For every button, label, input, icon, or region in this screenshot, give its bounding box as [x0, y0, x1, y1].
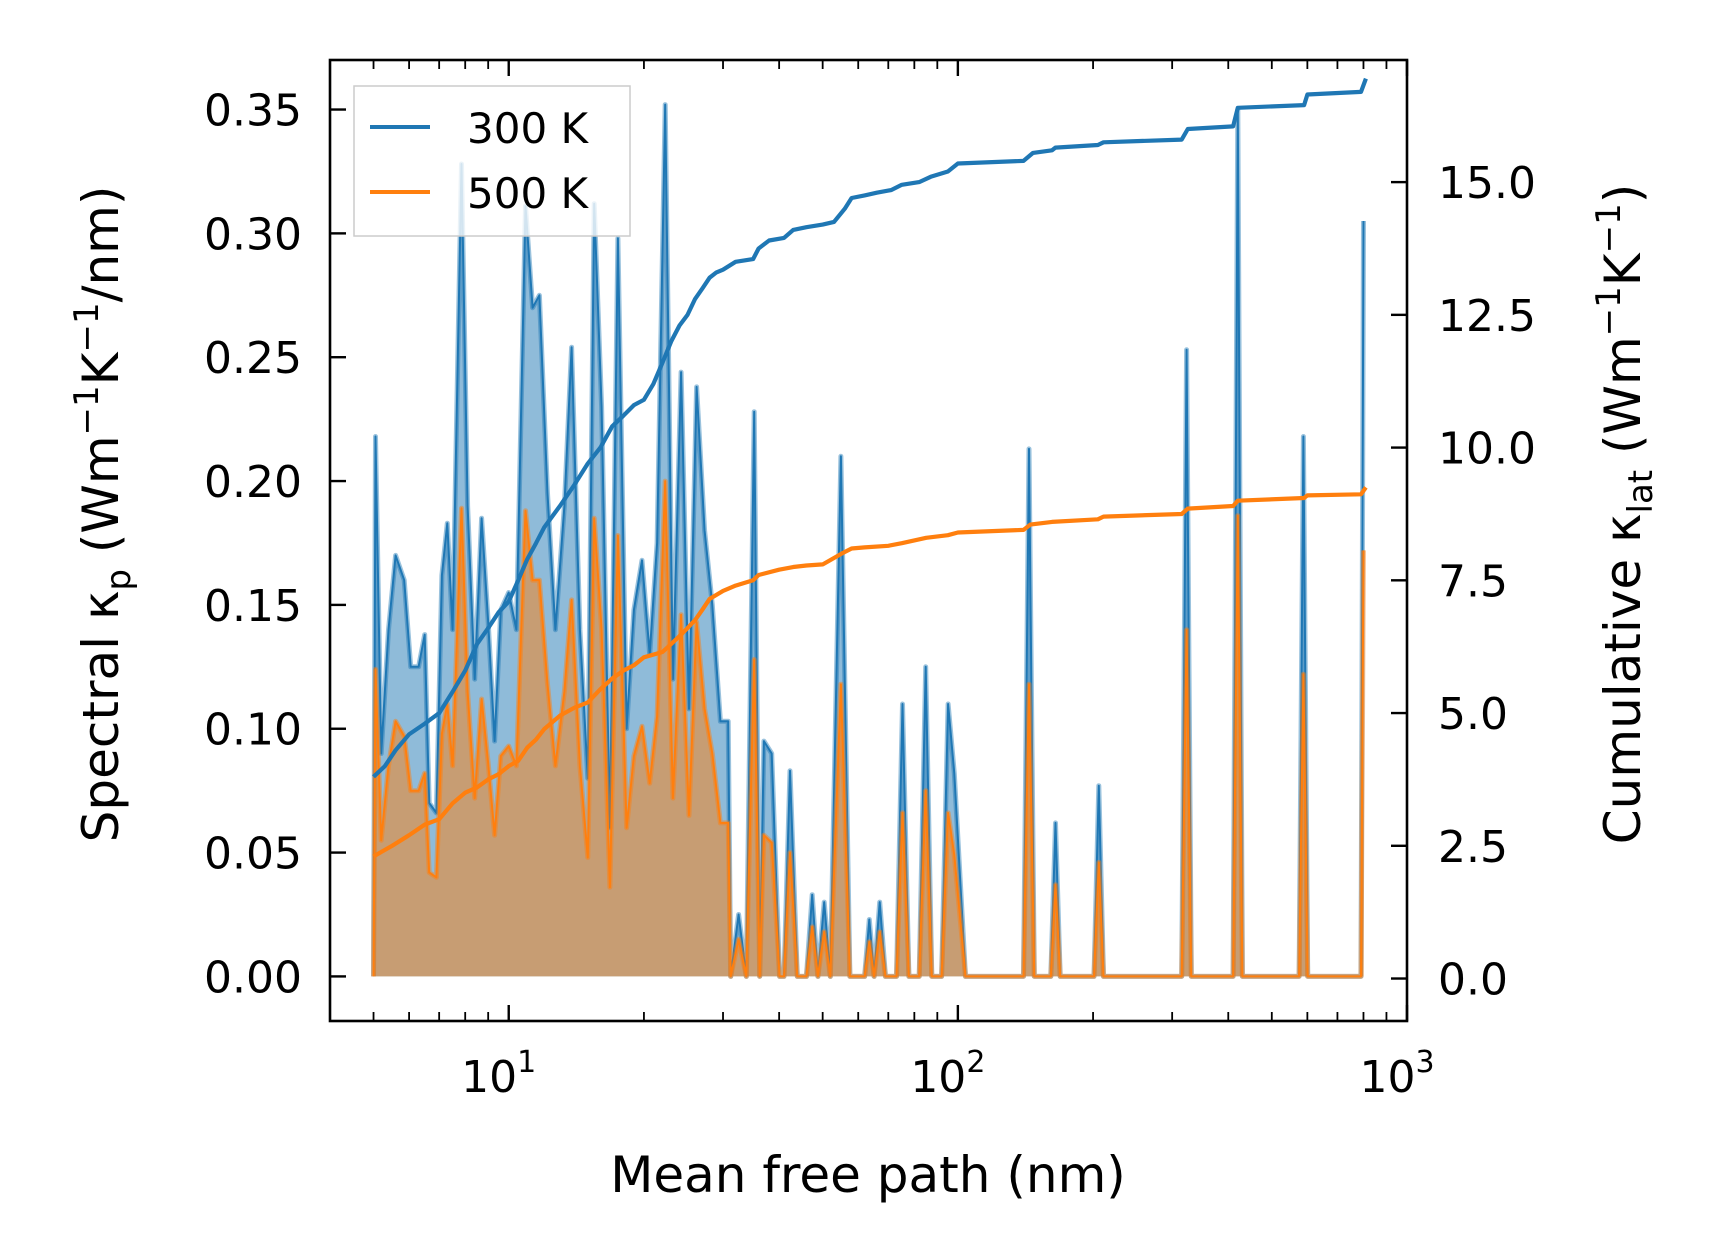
x-tick-label-exponent: 3 — [1415, 1045, 1434, 1080]
x-tick-labels: 101 102 103 — [461, 1045, 1434, 1103]
plot-frame — [328, 58, 1409, 1023]
y2-tick-label: 0.0 — [1438, 955, 1508, 1006]
spectral-fills — [371, 102, 1366, 979]
legend-label-500k: 500 K — [467, 169, 590, 218]
y-axis-label-units-open: (Wm — [72, 435, 130, 569]
x-tick-label-base: 10 — [910, 1052, 966, 1103]
y-axis-label-sup2: −1 — [67, 302, 107, 352]
x-tick-label: 101 — [461, 1045, 536, 1103]
series-lines — [372, 77, 1368, 859]
x-tick-label: 102 — [910, 1045, 985, 1103]
x-tick-label-exponent: 2 — [966, 1045, 985, 1080]
y-tick-labels: 0.00 0.05 0.10 0.15 0.20 0.25 0.30 0.35 — [204, 86, 302, 1004]
cumulative-line-300k — [372, 77, 1368, 779]
spectral-area-500k — [373, 481, 1364, 977]
y2-axis-label-main: Cumulative κ — [1594, 513, 1652, 844]
legend-label-300k: 300 K — [467, 104, 590, 153]
y2-tick-label: 5.0 — [1438, 689, 1508, 740]
y-axis-label: Spectral κp (Wm−1K−1/nm) — [67, 186, 139, 843]
legend-box — [353, 85, 631, 237]
y-axis-label-sub: p — [99, 569, 139, 591]
y-tick-label: 0.15 — [204, 581, 302, 632]
y-tick-label: 0.25 — [204, 333, 302, 384]
y-tick-label: 0.35 — [204, 86, 302, 137]
y2-axis-label: Cumulative κlat (Wm−1K−1) — [1589, 184, 1661, 844]
x-axis-label: Mean free path (nm) — [610, 1146, 1126, 1204]
y-tick-label: 0.30 — [204, 209, 302, 260]
y2-tick-label: 2.5 — [1438, 822, 1508, 873]
y-tick-label: 0.10 — [204, 705, 302, 756]
y-axis-label-sup1: −1 — [67, 385, 107, 435]
y2-tick-labels: 0.0 2.5 5.0 7.5 10.0 12.5 15.0 — [1438, 158, 1536, 1005]
y2-axis-label-sup2: −1 — [1589, 203, 1629, 253]
cumulative-line-500k — [372, 486, 1368, 859]
x-tick-label: 103 — [1359, 1045, 1434, 1103]
y2-axis-label-sup1: −1 — [1589, 286, 1629, 336]
y-axis-label-mid: K — [72, 351, 130, 385]
y2-tick-label: 15.0 — [1438, 158, 1536, 209]
y2-axis-label-units-close: ) — [1594, 184, 1652, 204]
y2-tick-label: 12.5 — [1438, 291, 1536, 342]
y-axis-label-units-close: /nm) — [72, 186, 130, 303]
y2-axis-label-mid: K — [1594, 252, 1652, 286]
x-tick-label-base: 10 — [1359, 1052, 1415, 1103]
legend: 300 K 500 K — [353, 85, 631, 237]
y2-tick-label: 10.0 — [1438, 424, 1536, 475]
y-tick-label: 0.00 — [204, 952, 302, 1003]
y2-axis-label-sub: lat — [1621, 470, 1661, 514]
spectral-line-500k — [372, 480, 1365, 978]
y2-tick-label: 7.5 — [1438, 556, 1508, 607]
x-tick-label-base: 10 — [461, 1052, 517, 1103]
y2-axis-label-units-open: (Wm — [1594, 336, 1652, 470]
y-axis-label-main: Spectral κ — [72, 591, 130, 843]
x-tick-label-exponent: 1 — [517, 1045, 536, 1080]
y-tick-label: 0.20 — [204, 457, 302, 508]
y-tick-label: 0.05 — [204, 829, 302, 880]
